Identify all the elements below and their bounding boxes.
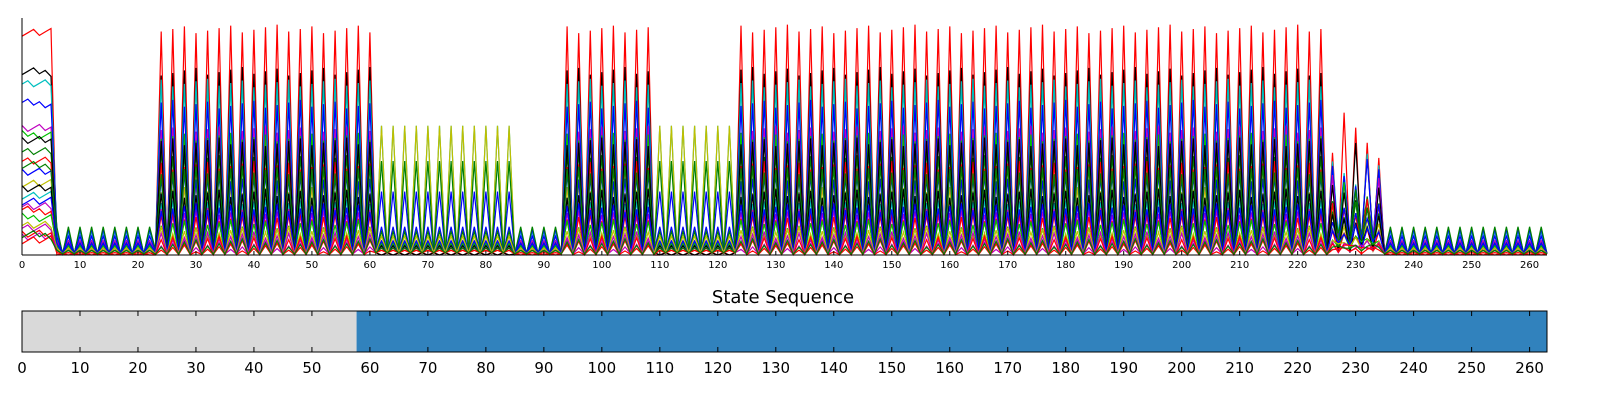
state-x-tick-label: 140 <box>819 359 848 377</box>
state-x-tick-label: 50 <box>302 359 321 377</box>
state-x-tick-label: 40 <box>244 359 263 377</box>
top-x-tick-label: 0 <box>19 260 25 271</box>
top-x-tick-label: 120 <box>708 260 727 271</box>
state-x-tick-label: 30 <box>186 359 205 377</box>
top-x-tick-label: 180 <box>1056 260 1075 271</box>
state-x-tick-label: 10 <box>70 359 89 377</box>
state-x-tick-label: 230 <box>1341 359 1370 377</box>
top-x-tick-label: 170 <box>998 260 1017 271</box>
top-x-tick-label: 190 <box>1114 260 1133 271</box>
state-x-tick-label: 120 <box>703 359 732 377</box>
state-x-tick-label: 80 <box>476 359 495 377</box>
top-x-tick-label: 130 <box>766 260 785 271</box>
state-x-tick-label: 150 <box>877 359 906 377</box>
top-x-tick-label: 90 <box>537 260 550 271</box>
state-x-tick-label: 200 <box>1167 359 1196 377</box>
state-axes: 0 10 20 30 40 50 60 70 80 90 100 110 120 130 140 150 160… <box>17 310 1548 377</box>
top-x-tick-label: 250 <box>1462 260 1481 271</box>
top-x-tick-label: 200 <box>1172 260 1191 271</box>
state-x-tick-label: 210 <box>1225 359 1254 377</box>
top-x-tick-label: 70 <box>422 260 435 271</box>
state-x-tick-label: 70 <box>418 359 437 377</box>
state-sequence-title: State Sequence <box>712 287 854 308</box>
series-line-24 <box>21 230 1548 256</box>
state-frame <box>21 310 1548 353</box>
top-x-tick-label: 260 <box>1520 260 1539 271</box>
state-segment-1 <box>22 311 357 352</box>
top-x-tick-label: 110 <box>650 260 669 271</box>
observation-line-chart: 0 10 20 30 40 50 60 70 80 90 100 110 120 130 140 150 160… <box>19 18 1548 271</box>
state-x-tick-label: 90 <box>534 359 553 377</box>
top-x-tick-label: 30 <box>190 260 203 271</box>
top-x-tick-label: 230 <box>1346 260 1365 271</box>
series-line-18 <box>21 196 1548 256</box>
top-x-tick-label: 150 <box>882 260 901 271</box>
state-segment-2 <box>356 311 1547 352</box>
state-x-tick-label: 260 <box>1515 359 1544 377</box>
top-x-tick-label: 20 <box>132 260 145 271</box>
state-x-tick-label: 170 <box>993 359 1022 377</box>
top-x-tick-label: 210 <box>1230 260 1249 271</box>
state-x-tick-label: 130 <box>761 359 790 377</box>
series-lines-group <box>21 24 1548 257</box>
state-x-tick-label: 250 <box>1457 359 1486 377</box>
top-x-tick-label: 10 <box>74 260 87 271</box>
top-x-tick-label: 50 <box>306 260 319 271</box>
state-x-tick-label: 240 <box>1399 359 1428 377</box>
state-x-tick-label: 110 <box>646 359 675 377</box>
state-x-tick-label: 220 <box>1283 359 1312 377</box>
top-x-tick-label: 80 <box>480 260 493 271</box>
top-x-tick-label: 60 <box>364 260 377 271</box>
state-x-tick-label: 190 <box>1109 359 1138 377</box>
top-x-tick-label: 100 <box>592 260 611 271</box>
state-x-tick-label: 180 <box>1051 359 1080 377</box>
top-x-tick-label: 160 <box>940 260 959 271</box>
top-x-tick-label: 140 <box>824 260 843 271</box>
top-x-tick-label: 40 <box>248 260 261 271</box>
state-x-tick-label: 0 <box>17 359 27 377</box>
state-x-tick-label: 60 <box>360 359 379 377</box>
top-x-tick-label: 240 <box>1404 260 1423 271</box>
state-sequence-chart: State Sequence 0 10 20 30 40 50 60 70 80 90 100 110… <box>17 287 1548 377</box>
state-x-tick-label: 100 <box>588 359 617 377</box>
top-axes: 0 10 20 30 40 50 60 70 80 90 100 110 120 130 140 150 160… <box>19 18 1547 271</box>
top-x-tick-label: 220 <box>1288 260 1307 271</box>
state-x-tick-label: 160 <box>935 359 964 377</box>
state-segments-group <box>22 311 1547 352</box>
state-x-tick-label: 20 <box>128 359 147 377</box>
